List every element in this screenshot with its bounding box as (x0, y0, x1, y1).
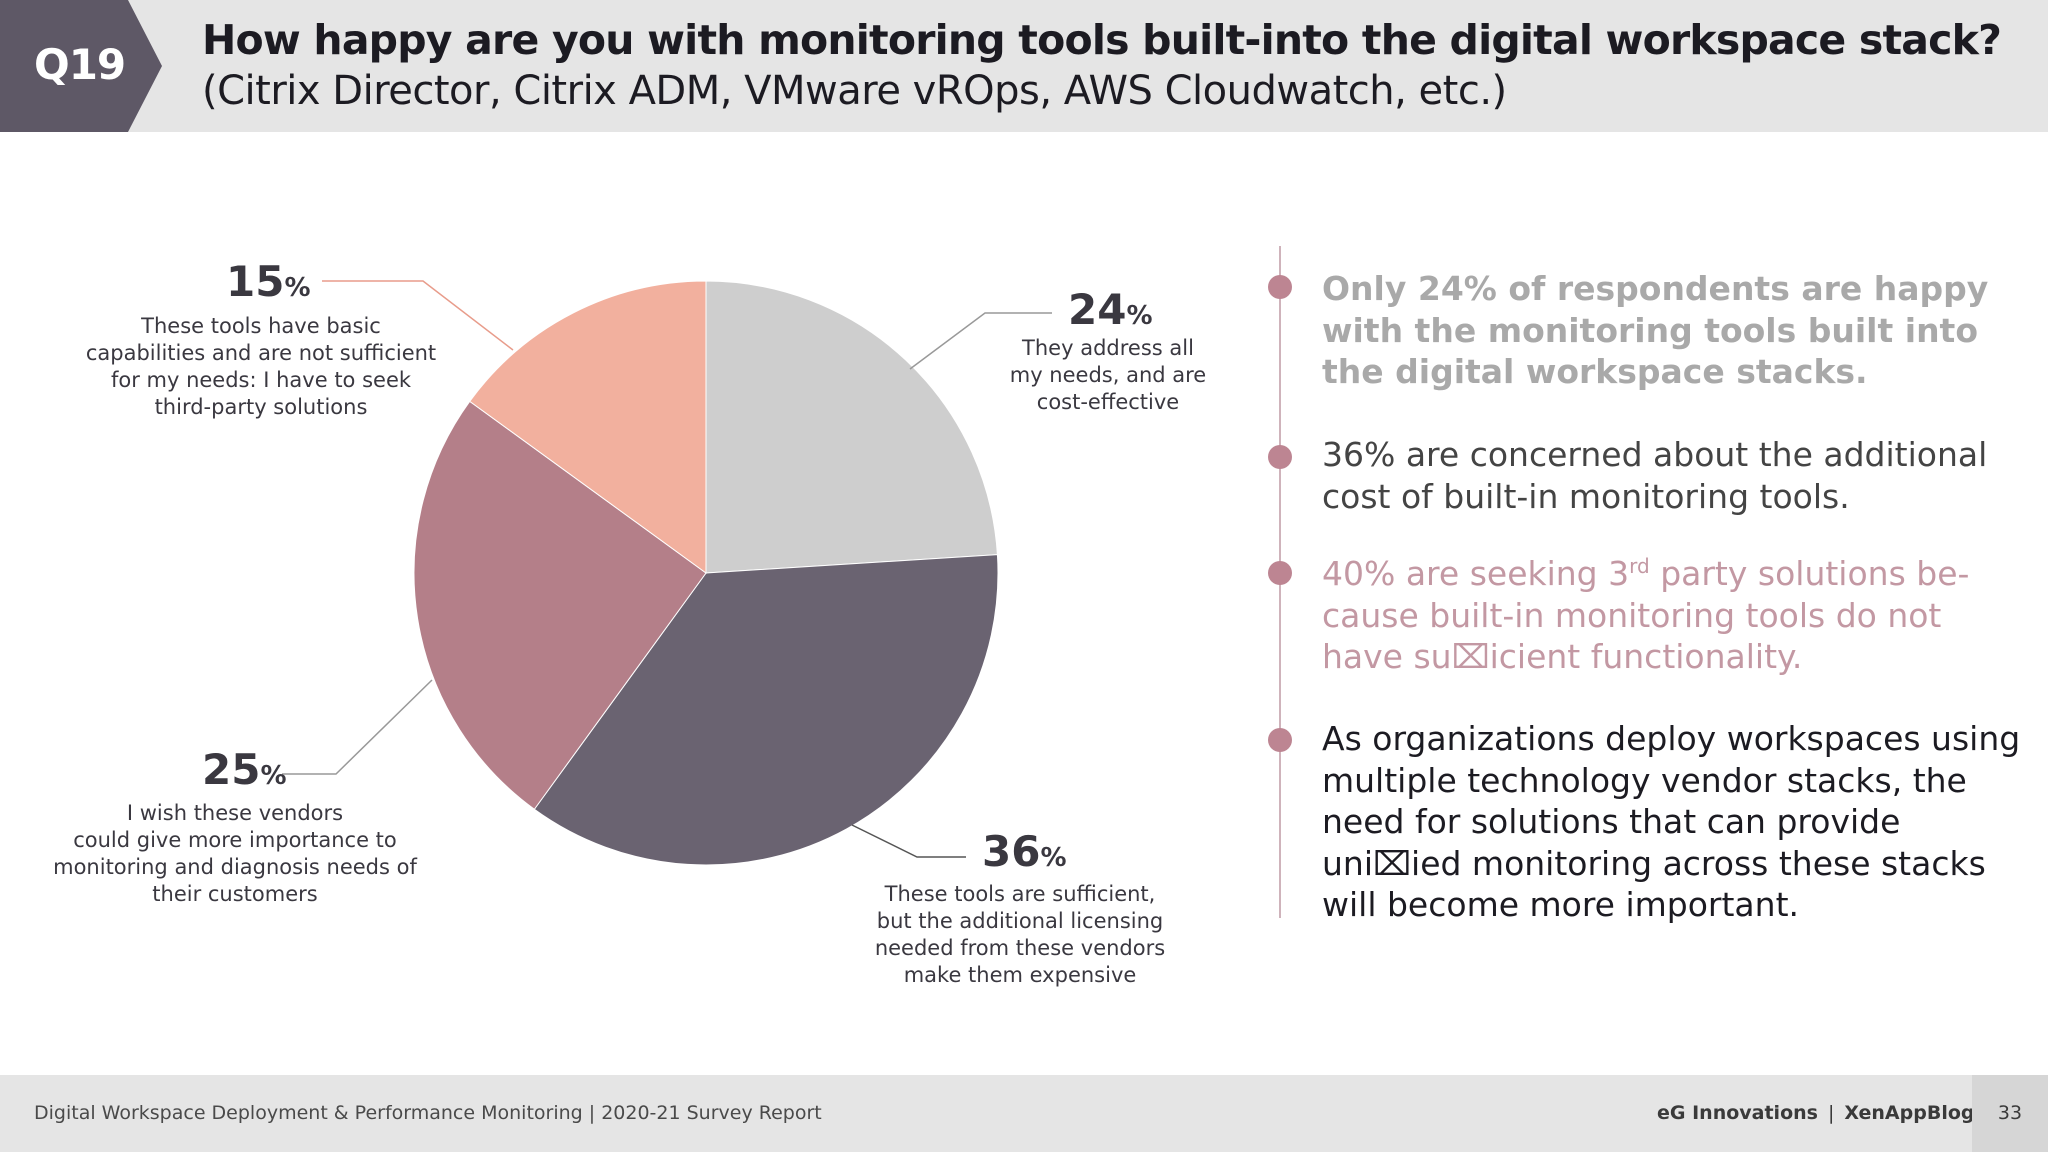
value-36: 36 (982, 827, 1041, 876)
description-line: needed from these vendors (874, 936, 1166, 960)
description-line: capabilities and are not sufficient (85, 341, 437, 365)
footer-brands: eG Innovations | XenAppBlog (1657, 1102, 1974, 1124)
insight-3: 40% are seeking 3rd party solutions be-c… (1322, 553, 2022, 678)
description-line: their customers (152, 882, 318, 906)
question-number: Q19 (34, 40, 126, 89)
description-36: These tools are sufficient, but the addi… (860, 881, 1180, 989)
percent-sign: % (1040, 843, 1067, 873)
percent-sign: % (1126, 301, 1153, 331)
value-24: 24 (1068, 285, 1127, 334)
insight-3-part: party solutions be-cause built-in monito… (1322, 554, 1970, 676)
insight-1: Only 24% of respondents are happy with t… (1322, 269, 1989, 391)
brand-xenappblog: XenAppBlog (1844, 1102, 1975, 1124)
description-line: for my needs: I have to seek (110, 368, 412, 392)
bullet-dot (1268, 445, 1292, 469)
value-25: 25 (202, 745, 261, 794)
insight-4: As organizations deploy workspaces using… (1322, 719, 2021, 924)
percent-sign: % (260, 761, 287, 791)
pie-slice-24 (705, 280, 998, 574)
value-15: 15 (226, 257, 285, 306)
description-line: but the additional licensing (876, 909, 1164, 933)
label-15-percent: 15% (226, 257, 311, 306)
description-line: could give more importance to (73, 828, 397, 852)
brand-eg-innovations: eG Innovations (1657, 1102, 1818, 1124)
pie-slice-15 (469, 280, 707, 574)
header-bar: Q19 How happy are you with monitoring to… (0, 0, 2048, 132)
leader-lines (282, 280, 1052, 858)
insight-3-part: 40% are seeking 3 (1322, 554, 1630, 593)
bullet-dot (1268, 561, 1292, 585)
pie-slice-25 (413, 400, 707, 810)
description-line: monitoring and diagnosis needs of (53, 855, 417, 879)
page-number: 33 (1997, 1102, 2023, 1124)
footer-bar: Digital Workspace Deployment & Performan… (0, 1075, 2048, 1152)
report-title: Digital Workspace Deployment & Performan… (34, 1102, 822, 1124)
page-number-box: 33 (1972, 1075, 2048, 1152)
description-25: I wish these vendors could give more imp… (30, 800, 440, 908)
description-24: They address all my needs, and are cost-… (990, 335, 1226, 416)
question-badge (0, 0, 162, 132)
description-line: I wish these vendors (126, 801, 344, 825)
insight-3-superscript: rd (1629, 554, 1650, 578)
bullet-dot (1268, 728, 1292, 752)
description-line: make them expensive (903, 963, 1137, 987)
description-line: These tools are sufficient, (884, 882, 1156, 906)
label-24-percent: 24% (1068, 285, 1153, 334)
leader-line-24 (909, 312, 1052, 370)
description-15: These tools have basic capabilities and … (58, 313, 464, 421)
leader-line-36 (851, 824, 966, 858)
insight-2: 36% are concerned about the additional c… (1322, 435, 1988, 516)
bullet-dot (1268, 275, 1292, 299)
description-line: third-party solutions (154, 395, 368, 419)
page-subtitle: (Citrix Director, Citrix ADM, VMware vRO… (202, 68, 1507, 114)
description-line: These tools have basic (141, 314, 381, 338)
label-36-percent: 36% (982, 827, 1067, 876)
pie-slice-36 (533, 554, 999, 866)
description-line: They address all (1022, 336, 1194, 360)
description-line: cost-effective (1036, 390, 1180, 414)
label-25-percent: 25% (202, 745, 287, 794)
badge-shape (0, 0, 162, 132)
leader-line-25 (282, 679, 433, 775)
page-title: How happy are you with monitoring tools … (202, 16, 2002, 64)
pie-slices (413, 280, 999, 866)
description-line: my needs, and are (1009, 363, 1207, 387)
percent-sign: % (284, 273, 311, 303)
leader-line-15 (322, 280, 514, 351)
brand-separator: | (1827, 1102, 1835, 1124)
